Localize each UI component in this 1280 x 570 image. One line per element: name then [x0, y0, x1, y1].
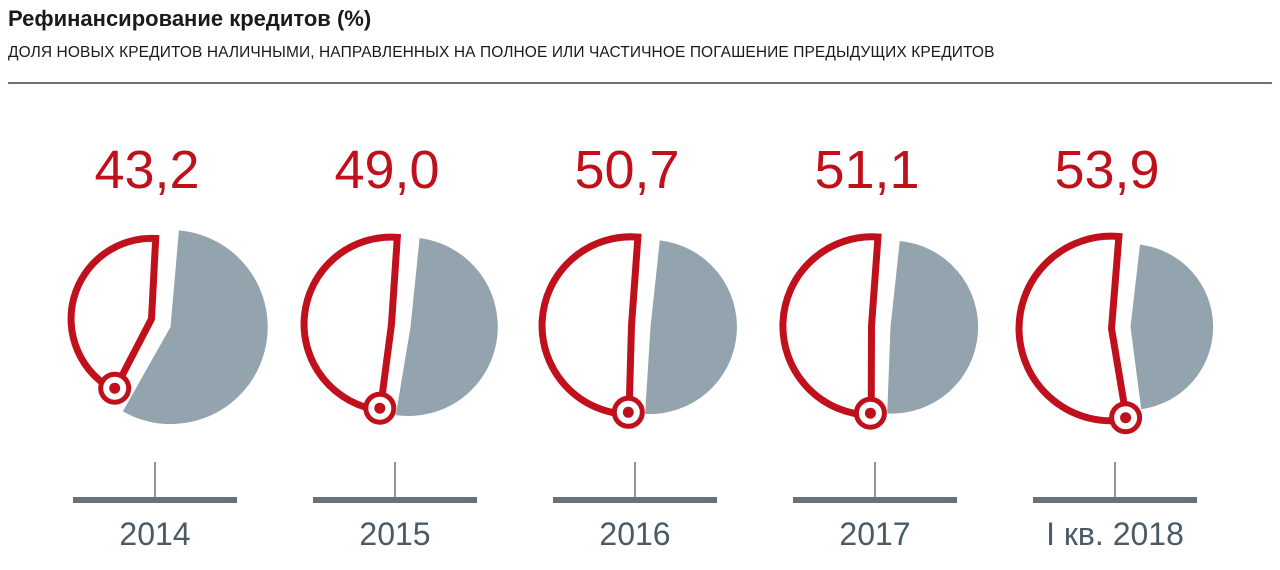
pie-slice-refinancing — [779, 233, 882, 419]
pie-slice-remainder — [887, 241, 979, 414]
category-label: I кв. 2018 — [1046, 516, 1184, 552]
axis-segment — [73, 497, 237, 503]
axis-segment — [313, 497, 477, 503]
pie-slice-remainder — [122, 230, 268, 425]
pie-slice-refinancing — [67, 234, 160, 396]
pie-group: 50,7 2016 — [538, 140, 737, 552]
data-label: 49,0 — [334, 140, 439, 200]
pie-slice-refinancing — [538, 233, 642, 418]
marker-dot — [864, 407, 876, 419]
category-label: 2016 — [599, 516, 670, 552]
chart-subtitle: ДОЛЯ НОВЫХ КРЕДИТОВ НАЛИЧНЫМИ, НАПРАВЛЕН… — [8, 44, 995, 61]
marker-dot — [1120, 412, 1132, 424]
pie-group: 53,9 I кв. 2018 — [1015, 140, 1214, 552]
chart-header: Рефинансирование кредитов (%) ДОЛЯ НОВЫХ… — [8, 4, 1272, 64]
data-label: 51,1 — [814, 140, 919, 200]
data-label: 43,2 — [94, 140, 199, 200]
pie-slice-refinancing — [1015, 232, 1131, 425]
axis-segment — [553, 497, 717, 503]
axis-segment — [793, 497, 957, 503]
category-label: 2014 — [119, 516, 190, 552]
marker-dot — [109, 382, 121, 394]
header-rule — [8, 82, 1272, 84]
pie-group: 51,1 2017 — [779, 140, 979, 552]
marker-dot — [622, 406, 634, 418]
axis-segment — [1033, 497, 1197, 503]
pie-slice-remainder — [395, 238, 498, 417]
pie-slice-refinancing — [300, 233, 402, 415]
data-label: 53,9 — [1054, 140, 1159, 200]
marker-dot — [374, 402, 386, 414]
chart-title: Рефинансирование кредитов (%) — [8, 6, 372, 31]
category-label: 2015 — [359, 516, 430, 552]
category-label: 2017 — [839, 516, 910, 552]
pie-slice-remainder — [1130, 244, 1214, 410]
data-label: 50,7 — [574, 140, 679, 200]
pie-group: 43,2 2014 — [67, 140, 268, 552]
pie-slice-remainder — [645, 240, 737, 415]
pie-group: 49,0 2015 — [300, 140, 498, 552]
